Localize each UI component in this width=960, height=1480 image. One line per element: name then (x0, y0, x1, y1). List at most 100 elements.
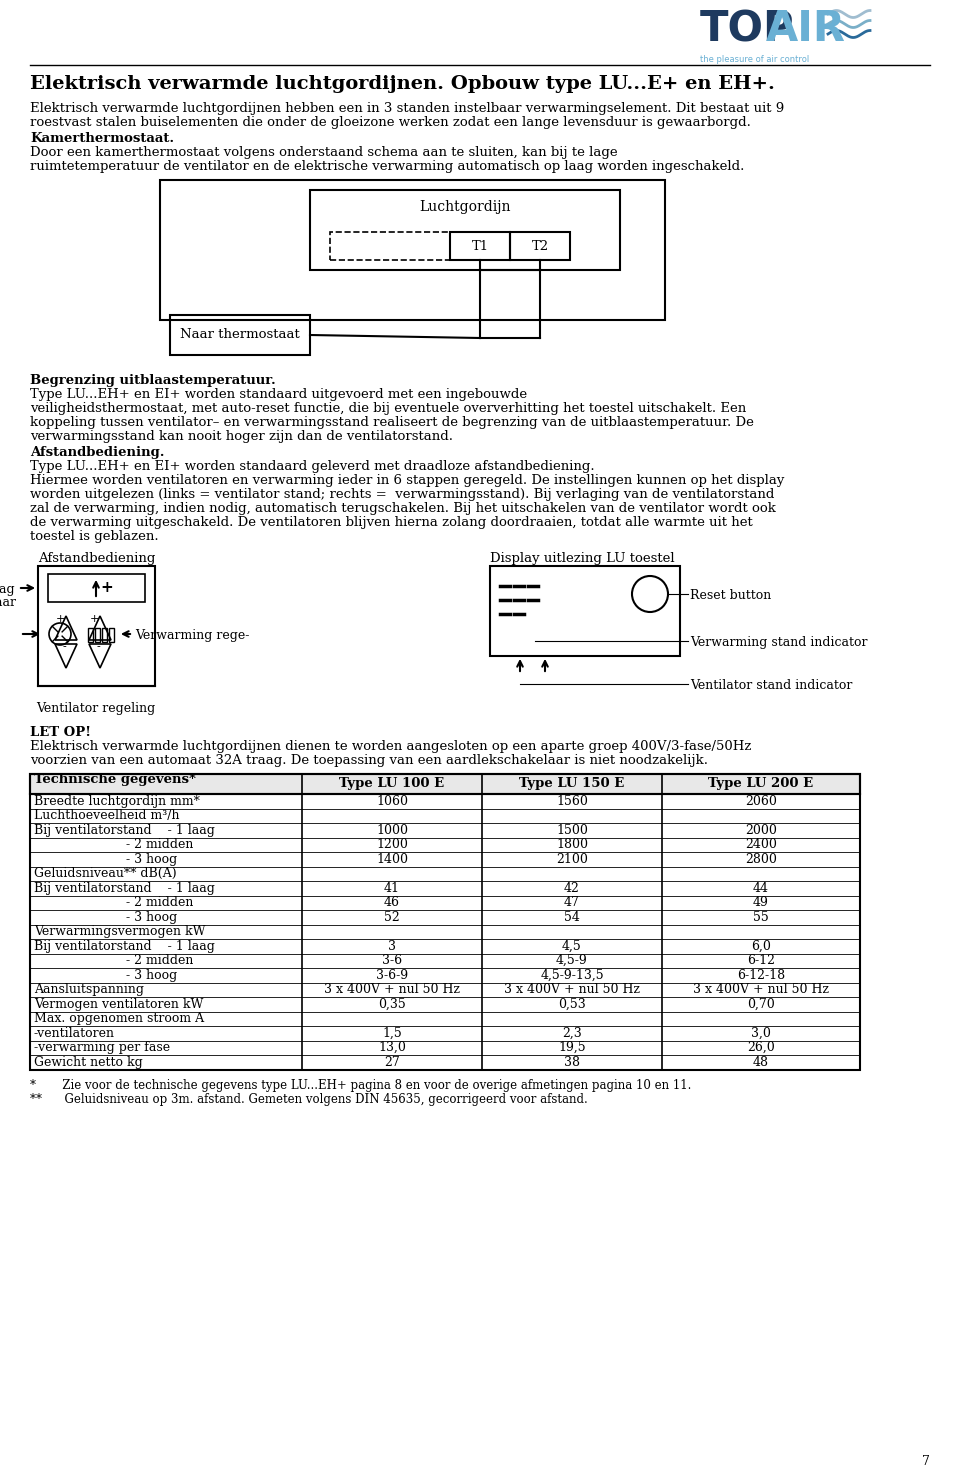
Text: 2800: 2800 (745, 852, 777, 866)
Text: 3 x 400V + nul 50 Hz: 3 x 400V + nul 50 Hz (504, 983, 640, 996)
Text: Elektrisch verwarmde luchtgordijnen dienen te worden aangesloten op een aparte g: Elektrisch verwarmde luchtgordijnen dien… (30, 740, 752, 753)
Text: toestel is geblazen.: toestel is geblazen. (30, 530, 158, 543)
Text: 1,5: 1,5 (382, 1027, 402, 1040)
Text: - 3 hoog: - 3 hoog (34, 910, 178, 924)
Text: - 3 hoog: - 3 hoog (34, 969, 178, 981)
Text: Luchtgordijn: Luchtgordijn (420, 200, 511, 215)
Text: Ventilator stand indicator: Ventilator stand indicator (690, 679, 852, 693)
Bar (30, 774, 860, 1070)
Text: 3-6-9: 3-6-9 (376, 969, 408, 981)
Text: - 2 midden: - 2 midden (34, 897, 193, 909)
Text: +: + (90, 614, 100, 625)
Text: 27: 27 (384, 1055, 400, 1069)
Text: 26,0: 26,0 (747, 1042, 775, 1054)
Text: 4,5: 4,5 (563, 940, 582, 953)
Text: Type LU 100 E: Type LU 100 E (340, 777, 444, 790)
Text: 13,0: 13,0 (378, 1042, 406, 1054)
Text: 6-12: 6-12 (747, 955, 775, 968)
Text: T1: T1 (471, 240, 489, 253)
Text: 7: 7 (923, 1455, 930, 1468)
Text: Aansluitspanning: Aansluitspanning (34, 983, 144, 996)
Bar (490, 565, 680, 656)
Text: Afstandbediening.: Afstandbediening. (30, 445, 164, 459)
Text: Type LU...EH+ en EI+ worden standaard uitgevoerd met een ingebouwde: Type LU...EH+ en EI+ worden standaard ui… (30, 388, 527, 401)
Text: voorzien van een automaat 32A traag. De toepassing van een aardlekschakelaar is : voorzien van een automaat 32A traag. De … (30, 753, 708, 767)
Bar (30, 774, 860, 793)
Text: de verwarming uitgeschakeld. De ventilatoren blijven hierna zolang doordraaien, : de verwarming uitgeschakeld. De ventilat… (30, 517, 753, 528)
Text: 2000: 2000 (745, 824, 777, 836)
Text: 1800: 1800 (556, 838, 588, 851)
Text: Type LU 150 E: Type LU 150 E (519, 777, 625, 790)
Text: 49: 49 (753, 897, 769, 909)
Bar (310, 189, 620, 269)
Text: 46: 46 (384, 897, 400, 909)
Text: Type LU 200 E: Type LU 200 E (708, 777, 813, 790)
Text: Display uitlezing LU toestel: Display uitlezing LU toestel (490, 552, 675, 565)
Text: Gewicht netto kg: Gewicht netto kg (34, 1055, 143, 1069)
Text: Breedte luchtgordijn mm*: Breedte luchtgordijn mm* (34, 795, 200, 808)
Text: -: - (97, 642, 101, 653)
Text: AIR: AIR (766, 7, 846, 50)
Text: the pleasure of air control: the pleasure of air control (700, 55, 809, 64)
Text: -ventilatoren: -ventilatoren (34, 1027, 115, 1040)
Text: 1000: 1000 (376, 824, 408, 836)
Text: 3,0: 3,0 (751, 1027, 771, 1040)
Text: 0,70: 0,70 (747, 998, 775, 1011)
Text: **      Geluidsniveau op 3m. afstand. Gemeten volgens DIN 45635, gecorrigeerd vo: ** Geluidsniveau op 3m. afstand. Gemeten… (30, 1094, 588, 1107)
Text: -: - (63, 642, 67, 653)
Text: 48: 48 (753, 1055, 769, 1069)
Text: Bij ventilatorstand    - 1 laag: Bij ventilatorstand - 1 laag (34, 824, 215, 836)
Text: 1560: 1560 (556, 795, 588, 808)
Text: Afstandbediening: Afstandbediening (38, 552, 156, 565)
Bar (510, 232, 570, 260)
Text: 38: 38 (564, 1055, 580, 1069)
Text: +: + (100, 580, 112, 595)
Bar (38, 565, 155, 687)
Text: Geluidsniveau** dB(A): Geluidsniveau** dB(A) (34, 867, 177, 881)
Text: 1400: 1400 (376, 852, 408, 866)
Text: roestvast stalen buiselementen die onder de gloeizone werken zodat een lange lev: roestvast stalen buiselementen die onder… (30, 115, 751, 129)
Text: 1500: 1500 (556, 824, 588, 836)
Text: 44: 44 (753, 882, 769, 895)
Text: Max. opgenomen stroom A: Max. opgenomen stroom A (34, 1012, 204, 1026)
Text: 52: 52 (384, 910, 400, 924)
Text: veiligheidsthermostaat, met auto-reset functie, die bij eventuele oververhitting: veiligheidsthermostaat, met auto-reset f… (30, 403, 746, 414)
Text: Verwarming rege-: Verwarming rege- (135, 629, 250, 642)
Text: -verwarming per fase: -verwarming per fase (34, 1042, 170, 1054)
Bar (95, 628, 100, 642)
Text: - 3 hoog: - 3 hoog (34, 852, 178, 866)
Text: Warmtevraag: Warmtevraag (0, 583, 16, 596)
Text: worden uitgelezen (links = ventilator stand; rechts =  verwarmingsstand). Bij ve: worden uitgelezen (links = ventilator st… (30, 488, 775, 502)
Text: Door een kamerthermostaat volgens onderstaand schema aan te sluiten, kan bij te : Door een kamerthermostaat volgens onders… (30, 147, 617, 158)
Text: Reset button: Reset button (690, 589, 771, 602)
Text: 4,5-9-13,5: 4,5-9-13,5 (540, 969, 604, 981)
Text: 42: 42 (564, 882, 580, 895)
Text: Bij ventilatorstand    - 1 laag: Bij ventilatorstand - 1 laag (34, 882, 215, 895)
Text: Technische gegevens*: Technische gegevens* (34, 773, 196, 786)
Text: 2400: 2400 (745, 838, 777, 851)
Text: zal de verwarming, indien nodig, automatisch terugschakelen. Bij het uitschakele: zal de verwarming, indien nodig, automat… (30, 502, 776, 515)
Text: 1200: 1200 (376, 838, 408, 851)
Bar (170, 315, 310, 355)
Text: 4,5-9: 4,5-9 (556, 955, 588, 968)
Text: Kamerthermostaat.: Kamerthermostaat. (30, 132, 174, 145)
Text: 3 x 400V + nul 50 Hz: 3 x 400V + nul 50 Hz (693, 983, 829, 996)
Text: 41: 41 (384, 882, 400, 895)
Text: Verwarmingsvermogen kW: Verwarmingsvermogen kW (34, 925, 205, 938)
Text: verwarmingsstand kan nooit hoger zijn dan de ventilatorstand.: verwarmingsstand kan nooit hoger zijn da… (30, 431, 453, 443)
Bar (48, 574, 145, 602)
Text: 3 x 400V + nul 50 Hz: 3 x 400V + nul 50 Hz (324, 983, 460, 996)
Text: Naar thermostaat: Naar thermostaat (180, 329, 300, 342)
Text: Hiermee worden ventilatoren en verwarming ieder in 6 stappen geregeld. De instel: Hiermee worden ventilatoren en verwarmin… (30, 474, 784, 487)
Text: 3-6: 3-6 (382, 955, 402, 968)
Text: 2,3: 2,3 (563, 1027, 582, 1040)
Text: Bij ventilatorstand    - 1 laag: Bij ventilatorstand - 1 laag (34, 940, 215, 953)
Text: ruimtetemperatuur de ventilator en de elektrische verwarming automatisch op laag: ruimtetemperatuur de ventilator en de el… (30, 160, 744, 173)
Bar (160, 181, 665, 320)
Bar (450, 232, 510, 260)
Text: 6,0: 6,0 (751, 940, 771, 953)
Text: Elektrisch verwarmde luchtgordijnen hebben een in 3 standen instelbaar verwarmin: Elektrisch verwarmde luchtgordijnen hebb… (30, 102, 784, 115)
Bar (88, 628, 93, 642)
Text: koppeling tussen ventilator– en verwarmingsstand realiseert de begrenzing van de: koppeling tussen ventilator– en verwarmi… (30, 416, 754, 429)
Text: 19,5: 19,5 (558, 1042, 586, 1054)
